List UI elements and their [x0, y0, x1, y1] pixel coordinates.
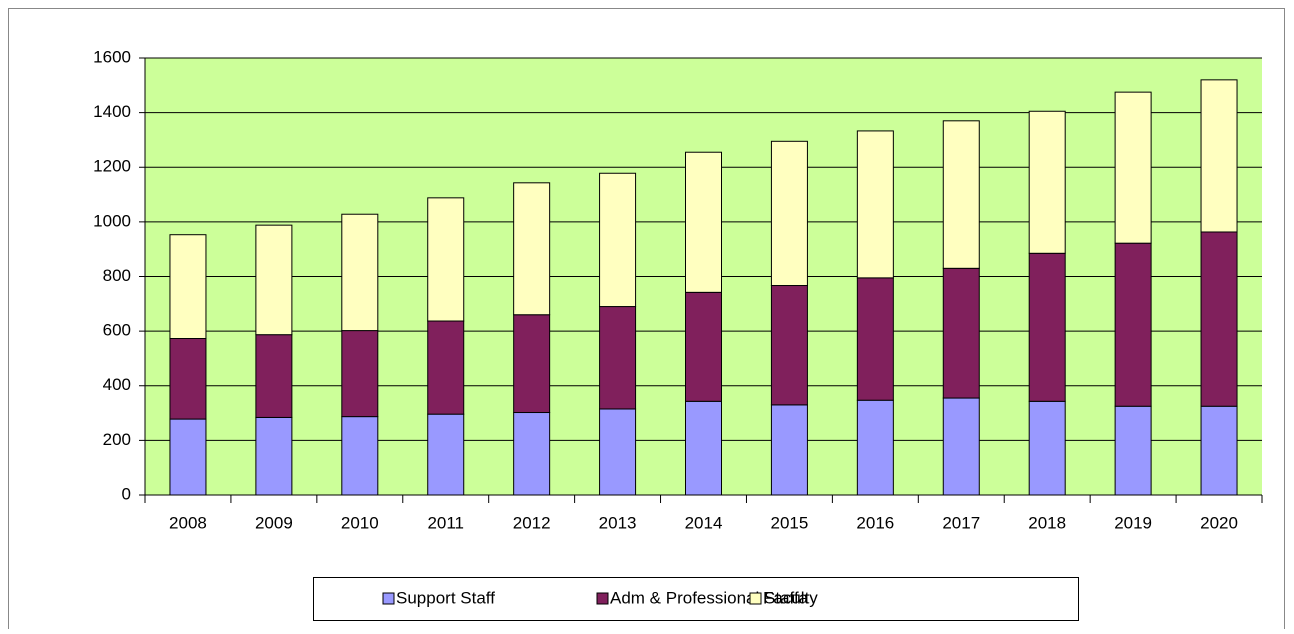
y-tick-label: 1000 — [93, 211, 131, 230]
y-tick-label: 200 — [103, 430, 131, 449]
bar-segment — [169, 234, 207, 339]
y-tick-label: 1600 — [93, 47, 131, 66]
bar-segment — [942, 267, 980, 399]
bar-segment — [599, 172, 637, 308]
bar-segment — [856, 130, 894, 279]
bar-segment — [513, 314, 551, 414]
y-tick-label: 800 — [103, 266, 131, 285]
bar-segment — [1200, 405, 1238, 496]
bar-segment — [942, 120, 980, 269]
bar-segment — [169, 337, 207, 420]
x-tick-label: 2010 — [341, 513, 379, 532]
bar-segment — [599, 306, 637, 410]
x-tick-label: 2015 — [771, 513, 809, 532]
bar-segment — [770, 285, 808, 406]
bar-segment — [856, 277, 894, 401]
y-tick-label: 600 — [103, 321, 131, 340]
bar-segment — [255, 416, 293, 496]
bar-segment — [1114, 242, 1152, 407]
bar-segment — [341, 416, 379, 496]
x-tick-label: 2011 — [427, 513, 464, 532]
bar-segment — [1114, 91, 1152, 244]
x-tick-label: 2008 — [169, 513, 207, 532]
legend-label: Faculty — [763, 588, 818, 607]
y-tick-label: 0 — [122, 484, 131, 503]
x-tick-label: 2014 — [685, 513, 723, 532]
y-tick-label: 1200 — [93, 157, 131, 176]
bar-segment — [341, 213, 379, 332]
bar-segment — [770, 404, 808, 496]
legend-swatch — [749, 592, 762, 605]
x-tick-label: 2009 — [255, 513, 293, 532]
bar-segment — [169, 418, 207, 496]
bar-segment — [1200, 231, 1238, 407]
legend-label: Support Staff — [396, 588, 495, 607]
x-tick-label: 2018 — [1028, 513, 1066, 532]
bar-segment — [1114, 405, 1152, 496]
bar-segment — [856, 399, 894, 496]
bar-segment — [513, 412, 551, 496]
bar-segment — [427, 413, 465, 496]
bar-segment — [1028, 400, 1066, 496]
x-tick-label: 2013 — [599, 513, 637, 532]
x-tick-label: 2012 — [513, 513, 551, 532]
bar-segment — [770, 140, 808, 287]
legend-box — [313, 577, 1079, 621]
x-tick-label: 2020 — [1200, 513, 1238, 532]
bar-segment — [942, 397, 980, 496]
x-tick-label: 2016 — [856, 513, 894, 532]
legend-swatch — [382, 592, 395, 605]
bar-segment — [341, 330, 379, 418]
bar-segment — [685, 400, 722, 496]
y-tick-label: 1400 — [93, 102, 131, 121]
bar-segment — [685, 291, 722, 402]
x-tick-label: 2017 — [942, 513, 980, 532]
bar-segment — [1200, 79, 1238, 233]
x-tick-label: 2019 — [1114, 513, 1152, 532]
y-tick-label: 400 — [103, 375, 131, 394]
bar-segment — [255, 334, 293, 418]
bar-segment — [427, 320, 465, 415]
bar-segment — [1028, 252, 1066, 402]
bar-segment — [255, 224, 293, 336]
bar-segment — [599, 408, 637, 496]
legend-swatch — [596, 592, 609, 605]
bar-segment — [1028, 110, 1066, 254]
bar-segment — [427, 197, 465, 322]
bar-segment — [513, 182, 551, 316]
bar-segment — [685, 151, 722, 293]
